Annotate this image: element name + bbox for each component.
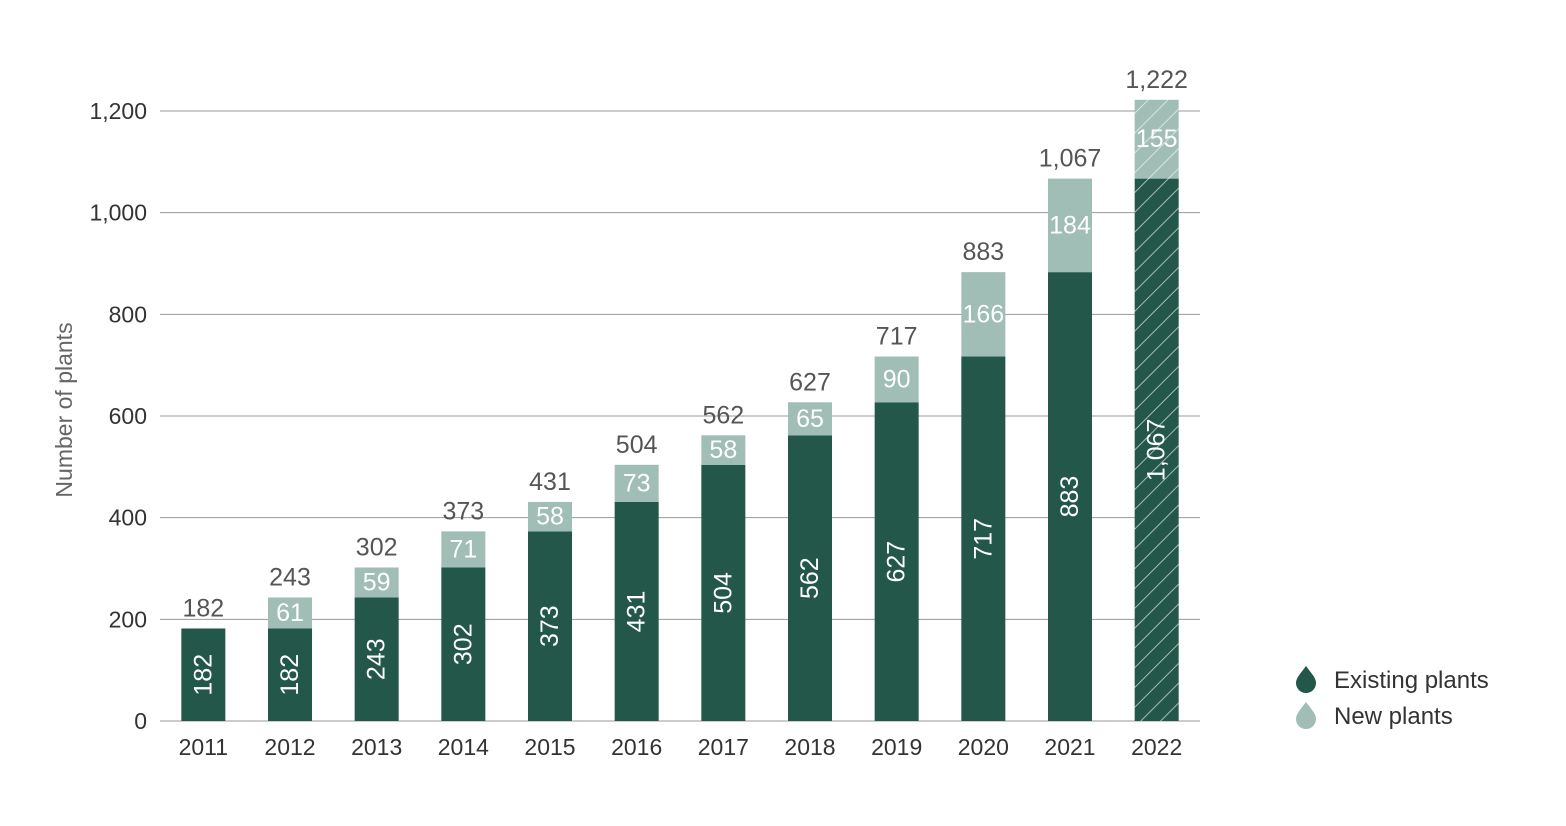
legend: Existing plants New plants bbox=[1296, 666, 1489, 730]
x-axis-ticks: 2011 2012 2013 2014 2015 2016 2017 2018 2019 2020… bbox=[179, 734, 1183, 760]
existing-value-label: 562 bbox=[796, 557, 824, 599]
legend-label: New plants bbox=[1334, 703, 1453, 730]
bar-existing-2021 bbox=[1048, 272, 1092, 721]
bar-existing-2014 bbox=[441, 567, 486, 721]
total-value-label: 431 bbox=[529, 468, 571, 496]
x-tick-label: 2020 bbox=[958, 734, 1009, 760]
y-tick-label: 1,200 bbox=[89, 98, 147, 124]
bars: 182 182 182 61 243 243 59 302 302 71 373 373 58 431 43… bbox=[181, 66, 1188, 722]
gridlines bbox=[160, 110, 1200, 722]
new-value-label: 73 bbox=[623, 469, 651, 497]
bar-new-2018 bbox=[788, 402, 832, 436]
bar-new-2015 bbox=[528, 501, 572, 532]
x-tick-label: 2016 bbox=[611, 734, 662, 760]
bar-existing-2011 bbox=[181, 628, 226, 721]
existing-value-label: 182 bbox=[189, 654, 217, 696]
new-value-label: 71 bbox=[449, 535, 477, 563]
new-plants-legend-icon bbox=[1296, 702, 1316, 729]
new-value-label: 166 bbox=[962, 300, 1004, 328]
new-value-label: 58 bbox=[709, 436, 737, 464]
bar-new-2020 bbox=[961, 272, 1006, 357]
x-tick-label: 2012 bbox=[264, 734, 315, 760]
new-value-label: 90 bbox=[883, 365, 911, 393]
bar-existing-2020 bbox=[961, 356, 1006, 721]
bar-existing-2012 bbox=[268, 628, 312, 721]
new-value-label: 155 bbox=[1136, 125, 1178, 153]
y-axis-label: Number of plants bbox=[51, 322, 77, 497]
bar-new-2017 bbox=[701, 435, 746, 465]
total-value-label: 627 bbox=[789, 368, 831, 396]
y-tick-label: 1,000 bbox=[89, 200, 147, 226]
bar-new-2019 bbox=[874, 356, 919, 403]
y-tick-label: 400 bbox=[109, 505, 147, 531]
total-value-label: 562 bbox=[702, 401, 744, 429]
x-tick-label: 2018 bbox=[784, 734, 835, 760]
total-value-label: 1,222 bbox=[1125, 66, 1188, 94]
y-tick-label: 200 bbox=[109, 606, 147, 632]
x-tick-label: 2013 bbox=[351, 734, 402, 760]
x-tick-label: 2019 bbox=[871, 734, 922, 760]
bar-existing-2015 bbox=[528, 531, 572, 721]
x-tick-label: 2022 bbox=[1131, 734, 1182, 760]
bar-new-2013 bbox=[354, 567, 399, 598]
bar-existing-2016 bbox=[614, 501, 659, 721]
bar-existing-2013 bbox=[354, 597, 399, 721]
bar-new-2021 bbox=[1048, 178, 1092, 273]
bar-new-2014 bbox=[441, 531, 486, 568]
x-tick-label: 2017 bbox=[698, 734, 749, 760]
total-value-label: 717 bbox=[876, 323, 918, 351]
existing-value-label: 373 bbox=[536, 605, 564, 647]
bar-existing-2019 bbox=[874, 402, 919, 721]
legend-label: Existing plants bbox=[1334, 667, 1489, 694]
existing-value-label: 431 bbox=[623, 591, 651, 633]
y-axis-ticks: 0 200 400 600 800 1,000 1,200 bbox=[89, 98, 147, 734]
new-value-label: 58 bbox=[536, 503, 564, 531]
new-value-label: 65 bbox=[796, 405, 824, 433]
total-value-label: 504 bbox=[616, 431, 658, 459]
bar-existing-2017 bbox=[701, 464, 746, 721]
bar-existing-2018 bbox=[788, 435, 832, 721]
bar-new-2012 bbox=[268, 597, 312, 629]
total-value-label: 243 bbox=[269, 563, 311, 591]
existing-value-label: 243 bbox=[363, 638, 391, 680]
existing-value-label: 302 bbox=[449, 623, 477, 665]
x-tick-label: 2014 bbox=[438, 734, 489, 760]
total-value-label: 302 bbox=[356, 533, 398, 561]
new-value-label: 61 bbox=[276, 599, 304, 627]
x-tick-label: 2015 bbox=[524, 734, 575, 760]
x-tick-label: 2011 bbox=[179, 734, 228, 760]
x-tick-label: 2021 bbox=[1044, 734, 1095, 760]
existing-value-label: 717 bbox=[969, 518, 997, 560]
existing-value-label: 627 bbox=[883, 541, 911, 583]
bar-hatch-2022 bbox=[1134, 99, 1179, 722]
total-value-label: 883 bbox=[962, 238, 1004, 266]
total-value-label: 373 bbox=[442, 497, 484, 525]
new-value-label: 184 bbox=[1049, 211, 1091, 239]
existing-plants-legend-icon bbox=[1296, 666, 1316, 693]
total-value-label: 182 bbox=[182, 594, 224, 622]
new-value-label: 59 bbox=[363, 568, 391, 596]
total-value-label: 1,067 bbox=[1039, 145, 1102, 173]
existing-value-label: 1,067 bbox=[1143, 419, 1171, 482]
y-tick-label: 0 bbox=[134, 708, 147, 734]
existing-value-label: 504 bbox=[709, 572, 737, 614]
existing-value-label: 182 bbox=[276, 654, 304, 696]
y-tick-label: 600 bbox=[109, 403, 147, 429]
bar-new-2016 bbox=[614, 464, 659, 502]
existing-value-label: 883 bbox=[1056, 476, 1084, 518]
y-tick-label: 800 bbox=[109, 301, 147, 327]
